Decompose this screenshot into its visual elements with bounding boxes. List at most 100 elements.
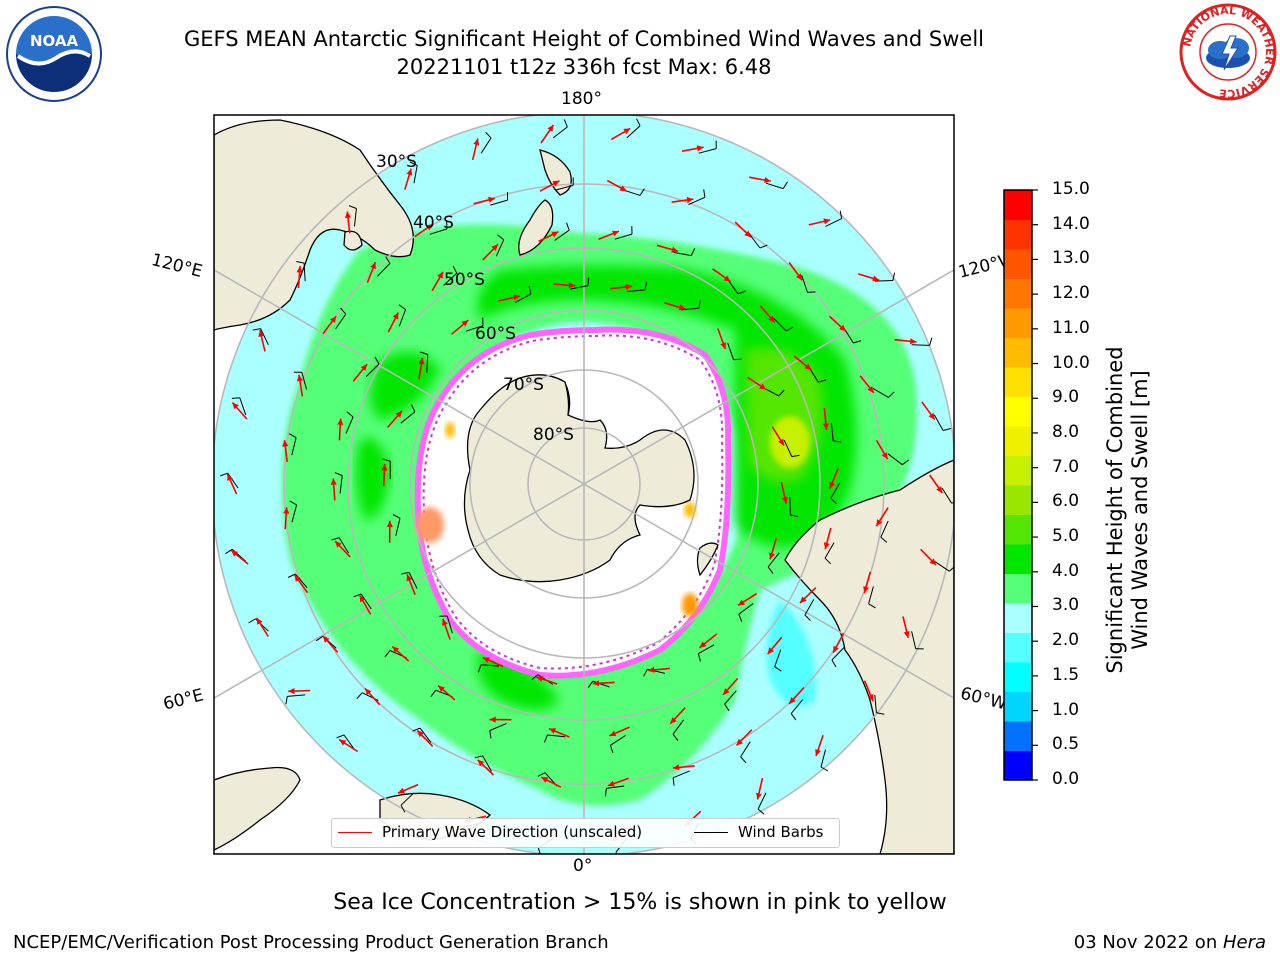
wave-direction-arrowhead [769,552,775,560]
wind-barb-staff [419,727,432,743]
wind-barb-staff [698,644,715,655]
wave-direction-arrowhead [767,647,774,655]
colorbar-tick-label: 0.5 [1052,734,1080,755]
wave-direction-arrowhead [406,574,413,582]
wind-barb-feather [868,603,876,609]
wind-barb-feather [672,733,679,741]
wind-barb-feather [790,713,797,721]
wind-barb-feather [346,411,354,418]
wave-direction-arrowhead [903,631,910,638]
wind-barb-staff [911,631,917,649]
wave-direction-arrowhead [829,481,835,489]
wave-direction-arrowhead [929,558,936,565]
wave-direction-arrowhead [227,474,233,481]
wave-direction-arrowhead [822,423,829,430]
wind-barb-feather [544,734,548,743]
wind-barb-feather [703,189,706,198]
wind-barb-feather [587,277,590,286]
colorbar-tick-label: 9.0 [1052,387,1080,408]
wind-barb-feather [400,804,406,813]
wave-direction-arrowhead [549,728,557,734]
colorbar-segment [1004,632,1032,663]
wind-barb-feather [948,566,954,572]
wind-barb-feather [759,244,768,249]
wind-barb-feather [356,692,363,700]
wind-barb-staff [783,439,793,457]
wind-barb-feather [353,593,362,598]
wind-barb-feather [888,391,895,398]
wind-barb-staff [774,649,782,667]
colorbar-segment [1004,337,1032,368]
wind-barb-staff [301,372,308,390]
wave-direction-arrowhead [395,410,402,418]
wave-direction-arrowhead [344,211,351,219]
wave-direction-arrowhead [909,338,917,345]
wind-barb-feather [392,514,401,519]
wind-barb-staff [825,218,842,227]
wind-barb-feather [225,548,233,555]
footer-credit: NCEP/EMC/Verification Post Processing Pr… [13,932,609,953]
wind-barb-staff [872,387,889,398]
wind-barb-feather [287,573,296,578]
colorbar-tick-label: 0.0 [1052,769,1080,789]
wave-direction-arrowhead [392,312,399,320]
wind-barb-feather [384,650,391,658]
wave-direction-arrowhead [759,383,767,390]
land-masses [214,119,954,854]
wind-barb-feather [609,745,614,754]
wave-direction-legend-label: Primary Wave Direction (unscaled) [382,823,643,841]
wind-barb-staff [291,437,297,456]
wind-barb-staff [606,785,625,789]
wave-direction-arrowhead [386,520,393,528]
wind-barb-staff [482,755,492,772]
wind-barb-staff [429,228,448,235]
wave-direction-arrowhead [699,641,707,648]
wind-barb-feather [901,459,910,466]
wave-direction-arrowhead [488,196,495,203]
wave-direction-arrowhead [296,266,303,273]
wave-direction-arrowhead [781,496,788,504]
wind-barb-staff [614,233,633,240]
wave-direction-arrowhead [417,730,424,738]
wind-barb-staff [343,734,355,750]
wind-barb-feather [737,290,746,295]
wind-barb-staff [345,416,354,434]
wind-barb-staff [672,719,685,735]
wave-direction-arrowhead [258,330,265,337]
wave-direction-arrowhead [756,792,762,800]
colorbar-title-line2: Wind Waves and Swell [m] [1128,370,1152,650]
wind-barb-feather [348,205,357,209]
wind-barb-staff [933,414,944,431]
footer-date: 03 Nov 2022 on Hera [1074,932,1266,953]
wave-direction-arrowhead [768,315,775,323]
wind-barb-feather [288,433,297,439]
wave-direction-arrowhead [541,777,549,783]
wind-barb-staff [911,344,930,346]
colorbar-tick-label: 6.0 [1052,491,1080,512]
wind-barb-staff [408,572,418,589]
wind-barb-staff [239,397,247,415]
wave-direction-arrowhead [339,739,347,746]
colorbar-tick-label: 7.0 [1052,456,1080,477]
wind-barb-staff [738,603,754,615]
wave-direction-arrowhead [744,230,751,238]
colorbar-segment [1004,750,1032,781]
wind-barb-staff [554,229,570,241]
wave-direction-arrowhead [723,275,731,282]
wind-barb-feather [774,666,782,672]
wind-barb-staff [514,293,532,304]
wind-barb-staff [804,599,815,616]
south-america [784,459,954,854]
wave-direction-arrowhead [359,595,366,603]
wave-direction-legend-line [338,832,372,833]
wind-barb-staff [874,280,893,282]
wind-barb-staff [773,317,787,332]
wind-barb-staff [395,518,401,536]
wave-direction-arrowhead [547,124,554,132]
wind-barb-staff [354,208,357,227]
colorbar-segment [1004,485,1032,515]
colorbar-segment [1004,219,1032,250]
wind-barb-staff [377,263,391,277]
wave-direction-arrowhead [936,486,943,493]
